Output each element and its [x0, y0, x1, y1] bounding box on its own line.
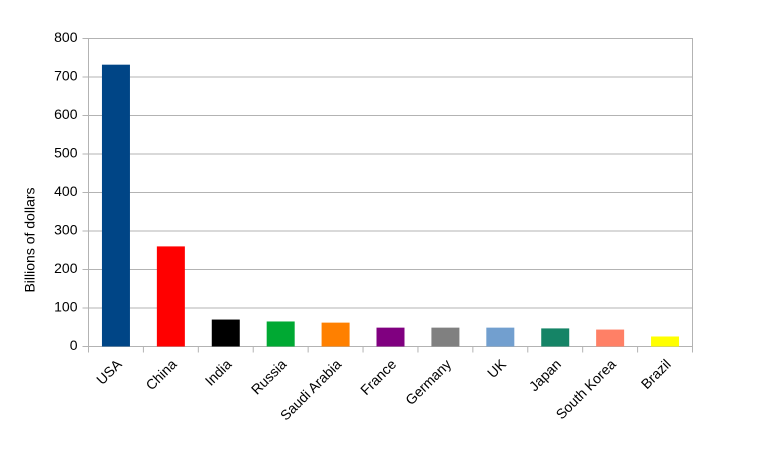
- bar: [321, 322, 350, 347]
- bar: [596, 329, 625, 347]
- y-tick-label: 200: [54, 260, 78, 276]
- y-tick-label: 500: [54, 145, 78, 161]
- y-tick-label: 700: [54, 68, 78, 84]
- bar: [266, 321, 295, 347]
- bar: [541, 328, 570, 347]
- y-tick-label: 400: [54, 183, 78, 199]
- x-tick-label: France: [357, 356, 399, 398]
- bar: [376, 327, 405, 347]
- x-tick-label: India: [202, 356, 235, 389]
- bar: [651, 336, 680, 347]
- x-tick-label: UK: [484, 355, 510, 381]
- y-tick-label: 0: [70, 337, 78, 353]
- bar: [101, 64, 130, 347]
- bar: [431, 327, 460, 347]
- x-tick-label: USA: [93, 355, 125, 387]
- x-tick-label: China: [142, 356, 179, 393]
- x-tick-label: Brazil: [638, 356, 674, 392]
- y-axis-label: Billions of dollars: [22, 187, 38, 292]
- y-tick-label: 100: [54, 299, 78, 315]
- y-tick-label: 300: [54, 222, 78, 238]
- bar: [486, 327, 515, 347]
- x-tick-label: Japan: [526, 356, 564, 394]
- y-tick-label: 600: [54, 106, 78, 122]
- x-tick-label: Russia: [248, 356, 290, 398]
- bar: [211, 319, 240, 347]
- y-tick-label: 800: [54, 29, 78, 45]
- x-tick-label: Germany: [402, 356, 454, 408]
- bar: [156, 246, 185, 347]
